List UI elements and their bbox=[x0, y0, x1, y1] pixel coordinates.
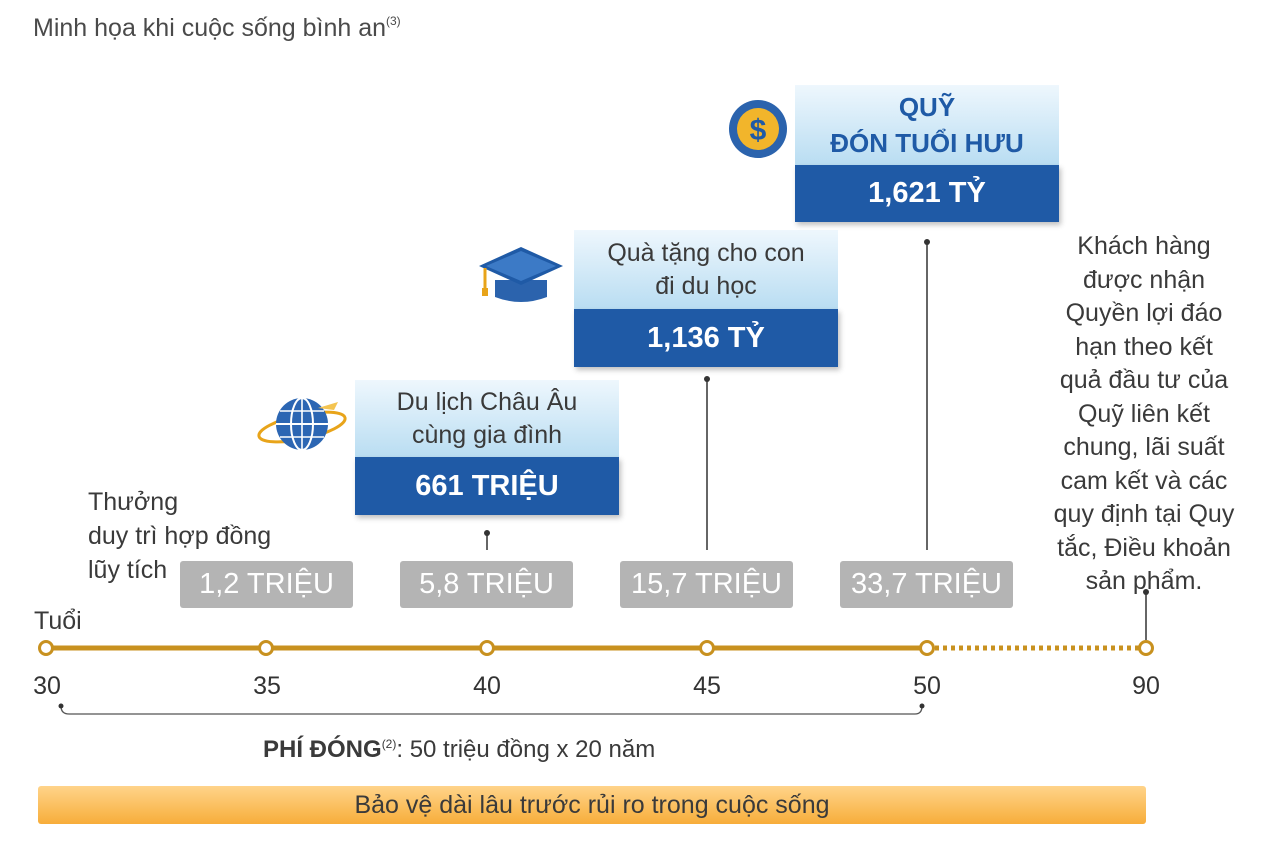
card-study-line-1: Quà tặng cho con bbox=[607, 238, 805, 267]
bonus-badge-50: 33,7 TRIỆU bbox=[840, 561, 1013, 608]
bracket-dot-left bbox=[58, 703, 64, 709]
connector-dot-study bbox=[704, 376, 710, 382]
card-retire: QUỸ ĐÓN TUỔI HƯU 1,621 TỶ bbox=[795, 85, 1059, 222]
dollar-coin-icon: $ bbox=[729, 100, 787, 158]
card-retire-line-1: QUỸ bbox=[898, 92, 956, 122]
connector-dot-retire bbox=[924, 239, 930, 245]
card-travel: Du lịch Châu Âu cùng gia đình 661 TRIỆU bbox=[355, 380, 619, 515]
card-retire-caption: QUỸ ĐÓN TUỔI HƯU bbox=[795, 85, 1059, 165]
maturity-note-line: Quyền lợi đáo bbox=[1065, 299, 1223, 327]
timeline-node-90 bbox=[1138, 640, 1154, 656]
connector-dot-maturity bbox=[1143, 589, 1149, 595]
bonus-label-line-2: duy trì hợp đồng bbox=[88, 522, 272, 550]
bonus-label-line-3: lũy tích bbox=[88, 556, 168, 584]
maturity-note-line: quả đầu tư của bbox=[1059, 366, 1229, 394]
timeline-node-45 bbox=[699, 640, 715, 656]
age-label-45: 45 bbox=[693, 672, 721, 700]
maturity-note: Khách hàng được nhận Quyền lợi đáo hạn t… bbox=[1027, 230, 1261, 599]
age-label-90: 90 bbox=[1132, 672, 1160, 700]
age-label-30: 30 bbox=[33, 672, 61, 700]
maturity-note-line: sản phẩm. bbox=[1085, 567, 1203, 595]
payment-period-bracket bbox=[60, 705, 923, 715]
card-study: Quà tặng cho con đi du học 1,136 TỶ bbox=[574, 230, 838, 367]
connector-dot-travel bbox=[484, 530, 490, 536]
timeline-node-40 bbox=[479, 640, 495, 656]
age-label-50: 50 bbox=[913, 672, 941, 700]
premium-fee-footnote: (2) bbox=[381, 737, 397, 751]
maturity-note-line: tắc, Điều khoản bbox=[1057, 533, 1231, 562]
premium-fee: PHÍ ĐÓNG(2): 50 triệu đồng x 20 năm bbox=[263, 736, 655, 764]
axis-title: Tuổi bbox=[34, 607, 82, 635]
protection-banner: Bảo vệ dài lâu trước rủi ro trong cuộc s… bbox=[38, 786, 1146, 824]
maturity-note-line: được nhận bbox=[1082, 265, 1206, 294]
maturity-note-line: hạn theo kết bbox=[1075, 332, 1213, 361]
card-travel-line-1: Du lịch Châu Âu bbox=[396, 387, 578, 416]
maturity-note-line: cam kết và các bbox=[1060, 466, 1228, 495]
bonus-label-line-1: Thưởng bbox=[88, 488, 179, 516]
maturity-note-line: Khách hàng bbox=[1077, 232, 1211, 260]
bonus-label: Thưởng duy trì hợp đồng lũy tích bbox=[88, 485, 271, 587]
premium-fee-label: PHÍ ĐÓNG bbox=[263, 736, 382, 763]
page-title: Minh họa khi cuộc sống bình an(3) bbox=[33, 13, 401, 42]
globe-airplane-icon bbox=[257, 397, 347, 451]
card-study-caption: Quà tặng cho con đi du học bbox=[574, 230, 838, 309]
maturity-note-line: chung, lãi suất bbox=[1063, 433, 1225, 461]
maturity-note-line: quy định tại Quy bbox=[1053, 500, 1235, 528]
title-footnote: (3) bbox=[386, 13, 401, 28]
timeline-node-30 bbox=[38, 640, 54, 656]
card-study-value: 1,136 TỶ bbox=[574, 309, 838, 367]
age-label-35: 35 bbox=[253, 672, 281, 700]
card-travel-caption: Du lịch Châu Âu cùng gia đình bbox=[355, 380, 619, 457]
svg-text:$: $ bbox=[750, 114, 767, 147]
maturity-note-line: Quỹ liên kết bbox=[1077, 399, 1210, 428]
card-travel-value: 661 TRIỆU bbox=[355, 457, 619, 515]
premium-fee-text: : 50 triệu đồng x 20 năm bbox=[396, 736, 656, 763]
graduation-cap-icon bbox=[479, 247, 563, 302]
bonus-badge-40: 5,8 TRIỆU bbox=[400, 561, 573, 608]
bonus-badge-35: 1,2 TRIỆU bbox=[180, 561, 353, 608]
bracket-dot-right bbox=[919, 703, 925, 709]
card-travel-line-2: cùng gia đình bbox=[411, 420, 563, 449]
timeline-node-35 bbox=[258, 640, 274, 656]
bonus-badge-45: 15,7 TRIỆU bbox=[620, 561, 793, 608]
timeline-node-50 bbox=[919, 640, 935, 656]
age-label-40: 40 bbox=[473, 672, 501, 700]
card-retire-value: 1,621 TỶ bbox=[795, 165, 1059, 222]
card-retire-line-2: ĐÓN TUỔI HƯU bbox=[830, 128, 1024, 158]
card-study-line-2: đi du học bbox=[655, 271, 757, 300]
